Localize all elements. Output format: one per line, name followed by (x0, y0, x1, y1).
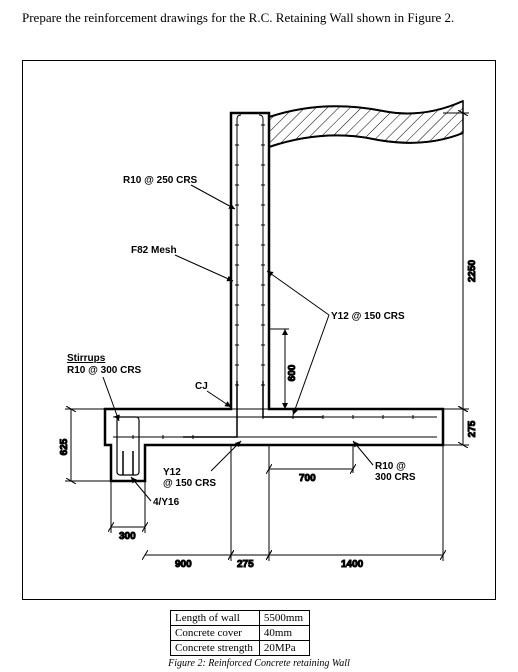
label-r10-300-1: R10 @ (375, 461, 406, 472)
label-stirrups-1: Stirrups (67, 353, 106, 364)
dim-600: 600 (287, 364, 298, 381)
param-label: Concrete strength (171, 641, 260, 656)
figure-container: R10 @ 250 CRS F82 Mesh Y12 @ 150 CRS Sti… (22, 60, 496, 600)
key-stirrup (117, 417, 139, 475)
table-row: Concrete cover 40mm (171, 626, 310, 641)
param-value: 20MPa (259, 641, 309, 656)
label-y12-base-1: Y12 (163, 467, 181, 478)
labels: R10 @ 250 CRS F82 Mesh Y12 @ 150 CRS Sti… (67, 175, 416, 508)
label-stirrups-2: R10 @ 300 CRS (67, 365, 142, 376)
label-y12-base-2: @ 150 CRS (163, 478, 216, 489)
parameters-table: Length of wall 5500mm Concrete cover 40m… (170, 610, 310, 656)
label-starter: 4/Y16 (153, 497, 180, 508)
dim-300: 300 (119, 531, 136, 542)
label-y12-stem: Y12 @ 150 CRS (331, 311, 405, 322)
figure-caption: Figure 2: Reinforced Concrete retaining … (0, 658, 518, 669)
dim-900: 900 (175, 559, 192, 570)
table-row: Length of wall 5500mm (171, 611, 310, 626)
label-r10-300-2: 300 CRS (375, 472, 416, 483)
instruction-text: Prepare the reinforcement drawings for t… (22, 10, 496, 27)
param-value: 5500mm (259, 611, 309, 626)
label-r10-250: R10 @ 250 CRS (123, 175, 198, 186)
retaining-wall-diagram: R10 @ 250 CRS F82 Mesh Y12 @ 150 CRS Sti… (23, 61, 497, 601)
stem-rebar (235, 115, 265, 419)
param-label: Length of wall (171, 611, 260, 626)
dim-625: 625 (59, 438, 70, 455)
dim-275b: 275 (467, 420, 478, 437)
dim-700: 700 (299, 473, 316, 484)
label-f82: F82 Mesh (131, 245, 177, 256)
dim-275: 275 (237, 559, 254, 570)
param-label: Concrete cover (171, 626, 260, 641)
table-row: Concrete strength 20MPa (171, 641, 310, 656)
param-value: 40mm (259, 626, 309, 641)
concrete-outline (105, 113, 443, 481)
label-cj: CJ (195, 381, 208, 392)
starter-bars (123, 451, 133, 475)
dim-2250: 2250 (467, 259, 478, 282)
dim-1400: 1400 (341, 559, 364, 570)
